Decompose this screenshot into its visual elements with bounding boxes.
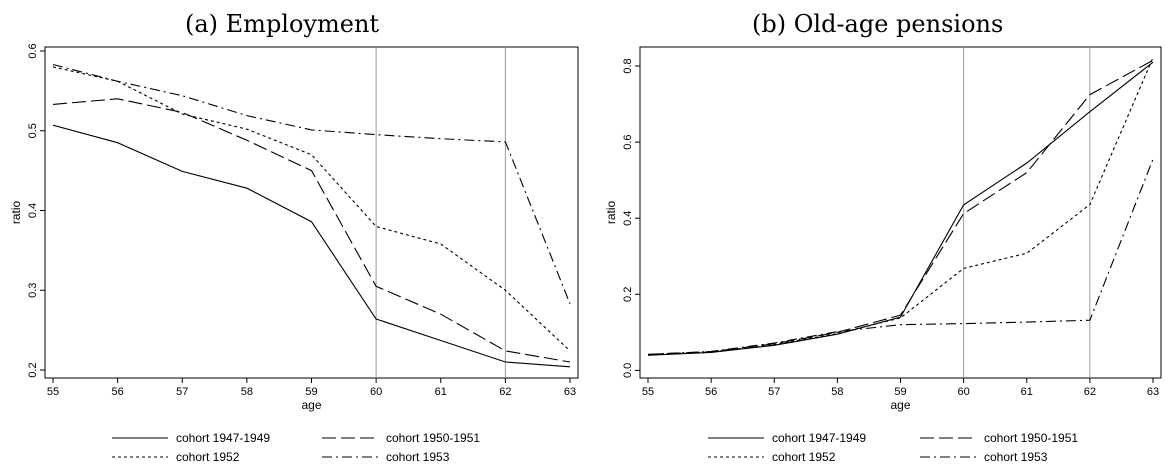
plot-frame bbox=[639, 46, 1162, 379]
chart-1: 55 56 57 58 59 60 61 62 63 0.0 0.2 0.4 0.6 0.8 age rati… bbox=[604, 46, 1162, 464]
chart-a-title: (a) Employment bbox=[185, 10, 380, 38]
series-line-cohort-1952 bbox=[647, 57, 1154, 356]
y-tick-label: 0.2 bbox=[27, 362, 39, 377]
x-tick-label: 60 bbox=[370, 386, 382, 398]
y-tick-label: 0.4 bbox=[27, 203, 39, 218]
legend-label: cohort 1952 bbox=[772, 450, 836, 464]
x-tick-label: 55 bbox=[47, 386, 59, 398]
y-axis-label: ratio bbox=[9, 201, 23, 225]
x-tick-label: 61 bbox=[1021, 386, 1033, 398]
x-tick-label: 57 bbox=[768, 386, 780, 398]
y-tick-label: 0.6 bbox=[27, 43, 39, 58]
legend-label: cohort 1947-1949 bbox=[176, 431, 270, 445]
y-tick-label: 0.0 bbox=[622, 363, 634, 378]
y-tick-label: 0.2 bbox=[622, 287, 634, 302]
series-line-cohort-1947-1949 bbox=[52, 124, 571, 368]
legend-label: cohort 1950-1951 bbox=[386, 431, 480, 445]
x-tick-label: 60 bbox=[958, 386, 970, 398]
y-tick-label: 0.6 bbox=[622, 134, 634, 149]
legend-label: cohort 1952 bbox=[176, 450, 240, 464]
x-tick-label: 63 bbox=[1147, 386, 1159, 398]
legend-label: cohort 1947-1949 bbox=[772, 431, 866, 445]
series-line-cohort-1953 bbox=[52, 63, 571, 305]
x-tick-label: 61 bbox=[435, 386, 447, 398]
x-tick-label: 56 bbox=[112, 386, 124, 398]
x-tick-label: 59 bbox=[305, 386, 317, 398]
chart-0: 55 56 57 58 59 60 61 62 63 0.2 0.3 0.4 0.5 0.6 age rati… bbox=[9, 43, 579, 464]
legend-label: cohort 1950-1951 bbox=[984, 431, 1078, 445]
y-tick-label: 0.4 bbox=[622, 211, 634, 226]
y-tick-label: 0.5 bbox=[27, 123, 39, 138]
x-axis-label: age bbox=[890, 398, 910, 412]
x-tick-label: 56 bbox=[705, 386, 717, 398]
x-tick-label: 62 bbox=[1084, 386, 1096, 398]
y-axis-label: ratio bbox=[604, 201, 618, 225]
legend-label: cohort 1953 bbox=[386, 450, 450, 464]
x-tick-label: 63 bbox=[564, 386, 576, 398]
x-tick-label: 58 bbox=[241, 386, 253, 398]
x-axis-label: age bbox=[301, 398, 321, 412]
series-line-cohort-1950-1951 bbox=[647, 59, 1154, 355]
series-line-cohort-1950-1951 bbox=[52, 98, 571, 363]
x-tick-label: 62 bbox=[499, 386, 511, 398]
x-tick-label: 55 bbox=[642, 386, 654, 398]
x-tick-label: 59 bbox=[894, 386, 906, 398]
series-line-cohort-1952 bbox=[52, 66, 571, 352]
x-tick-label: 58 bbox=[831, 386, 843, 398]
legend-label: cohort 1953 bbox=[984, 450, 1048, 464]
chart-b-title: (b) Old-age pensions bbox=[752, 10, 1004, 38]
y-tick-label: 0.3 bbox=[27, 283, 39, 298]
x-tick-label: 57 bbox=[176, 386, 188, 398]
plot-frame bbox=[44, 46, 579, 379]
series-line-cohort-1947-1949 bbox=[647, 61, 1154, 356]
y-tick-label: 0.8 bbox=[622, 58, 634, 73]
series-line-cohort-1953 bbox=[647, 158, 1154, 355]
